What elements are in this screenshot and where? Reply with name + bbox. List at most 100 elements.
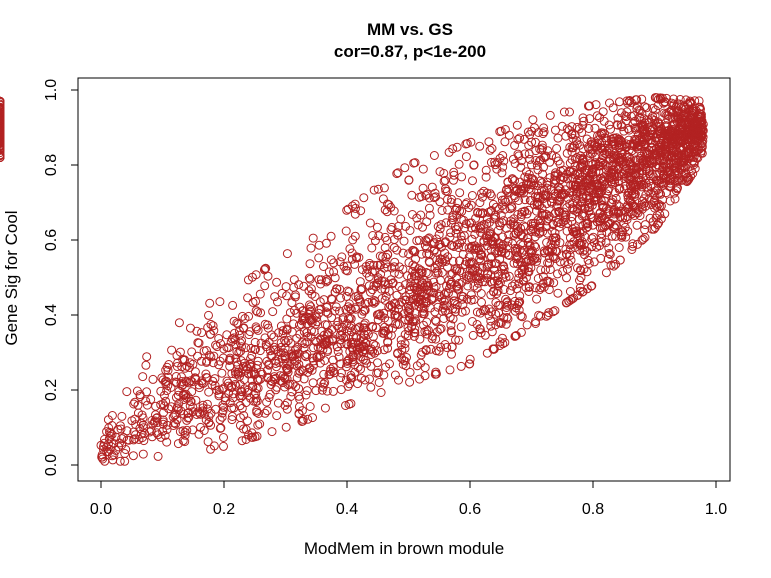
data-point bbox=[633, 155, 643, 165]
data-point bbox=[435, 324, 445, 334]
y-axis: 0.0 0.2 0.4 0.6 0.8 1.0 bbox=[43, 79, 79, 476]
data-point bbox=[346, 321, 356, 330]
data-point bbox=[227, 412, 237, 421]
data-point bbox=[186, 397, 196, 406]
data-point bbox=[673, 151, 683, 161]
data-point bbox=[220, 396, 230, 406]
data-point bbox=[383, 343, 393, 353]
data-point bbox=[551, 208, 561, 217]
data-point bbox=[447, 277, 456, 287]
data-point bbox=[281, 282, 291, 292]
data-point bbox=[628, 241, 638, 251]
data-point bbox=[323, 330, 332, 340]
data-point bbox=[476, 256, 486, 266]
data-point bbox=[520, 183, 530, 193]
data-point bbox=[141, 360, 151, 370]
data-point bbox=[419, 320, 428, 330]
data-point bbox=[501, 319, 511, 329]
data-point bbox=[282, 398, 292, 408]
data-point bbox=[425, 258, 435, 267]
data-point bbox=[216, 339, 225, 349]
data-point bbox=[486, 277, 496, 286]
data-point bbox=[568, 198, 578, 208]
data-point bbox=[158, 426, 168, 436]
data-point bbox=[443, 288, 453, 298]
data-point bbox=[160, 377, 170, 387]
data-point bbox=[281, 354, 290, 363]
data-point bbox=[499, 264, 509, 274]
data-point bbox=[475, 198, 485, 208]
data-point bbox=[503, 314, 513, 324]
data-point bbox=[629, 188, 638, 198]
data-point bbox=[487, 259, 496, 269]
data-point bbox=[246, 362, 256, 372]
data-point bbox=[106, 428, 116, 438]
data-point bbox=[282, 291, 292, 301]
data-point bbox=[308, 233, 318, 243]
data-point bbox=[416, 210, 426, 220]
data-point bbox=[369, 280, 379, 290]
data-point bbox=[609, 170, 619, 179]
data-point bbox=[102, 427, 112, 437]
data-point bbox=[315, 358, 325, 368]
data-point bbox=[383, 338, 393, 347]
data-point bbox=[353, 291, 363, 301]
data-point bbox=[465, 354, 475, 364]
data-point bbox=[493, 158, 503, 168]
data-point bbox=[208, 358, 218, 368]
data-point bbox=[565, 142, 575, 152]
data-point bbox=[595, 209, 605, 219]
data-point bbox=[643, 158, 653, 168]
data-point bbox=[399, 236, 409, 246]
data-point bbox=[167, 345, 177, 355]
data-point bbox=[215, 297, 225, 307]
data-point bbox=[604, 168, 614, 178]
data-point bbox=[637, 94, 647, 104]
data-point bbox=[205, 298, 215, 308]
data-point bbox=[322, 303, 332, 312]
data-point bbox=[596, 214, 606, 224]
data-point bbox=[351, 203, 360, 213]
data-point bbox=[562, 148, 572, 158]
data-point bbox=[656, 147, 666, 157]
data-point bbox=[420, 363, 430, 373]
data-point bbox=[467, 317, 477, 326]
data-point bbox=[235, 371, 244, 381]
data-point bbox=[604, 249, 614, 258]
data-point bbox=[227, 381, 237, 391]
data-point bbox=[488, 239, 498, 249]
data-point bbox=[515, 291, 525, 301]
data-point bbox=[291, 382, 301, 392]
data-point bbox=[674, 154, 684, 164]
data-point bbox=[620, 111, 630, 121]
data-point bbox=[158, 399, 168, 409]
data-point bbox=[451, 304, 460, 314]
data-point bbox=[435, 239, 445, 249]
data-point bbox=[181, 376, 191, 386]
data-point bbox=[393, 168, 403, 178]
data-point bbox=[304, 273, 314, 283]
data-point bbox=[368, 231, 378, 240]
data-point bbox=[323, 276, 333, 286]
data-point bbox=[691, 128, 701, 138]
data-point bbox=[426, 344, 436, 354]
data-point bbox=[505, 204, 515, 214]
data-point bbox=[566, 295, 576, 305]
data-point bbox=[454, 243, 463, 252]
data-point bbox=[482, 260, 492, 270]
data-point bbox=[380, 205, 390, 215]
data-point bbox=[405, 226, 415, 235]
data-point bbox=[476, 250, 486, 260]
data-point bbox=[153, 451, 163, 461]
data-point bbox=[359, 193, 369, 203]
data-point bbox=[626, 111, 636, 121]
data-point bbox=[627, 186, 637, 196]
data-point bbox=[616, 120, 626, 130]
data-point bbox=[522, 320, 532, 330]
data-point bbox=[509, 258, 519, 268]
data-point bbox=[565, 107, 574, 117]
data-point bbox=[461, 306, 470, 316]
data-point bbox=[461, 199, 471, 209]
data-point bbox=[546, 243, 556, 253]
data-point bbox=[169, 418, 179, 428]
